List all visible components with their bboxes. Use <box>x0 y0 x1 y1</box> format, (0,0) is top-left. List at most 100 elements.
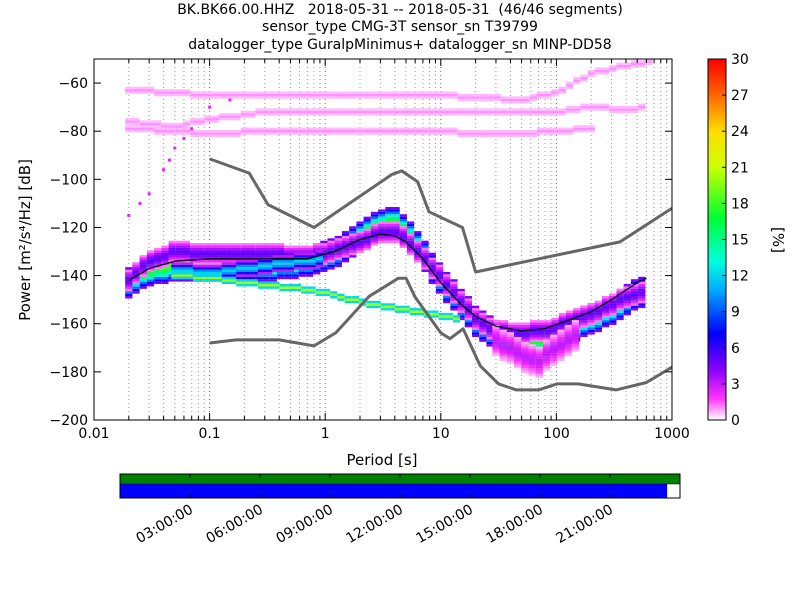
density-cell <box>529 322 538 325</box>
density-cell <box>609 317 617 321</box>
density-cell <box>313 110 321 114</box>
density-cell <box>265 286 273 289</box>
density-cell <box>521 341 529 345</box>
density-cell <box>262 91 270 94</box>
density-cell <box>255 243 263 246</box>
density-cell <box>279 259 287 263</box>
density-cell <box>370 96 379 99</box>
density-cell <box>493 129 501 133</box>
density-cell <box>327 96 335 99</box>
density-cell <box>294 267 302 270</box>
density-cell <box>544 108 552 111</box>
density-cell <box>272 259 280 263</box>
density-cell <box>221 264 229 268</box>
density-cell <box>414 127 422 130</box>
density-cell <box>197 117 205 121</box>
density-cell <box>551 320 559 323</box>
density-cell <box>327 132 335 135</box>
density-cell <box>471 317 480 321</box>
density-cell <box>356 113 364 116</box>
density-cell <box>602 322 610 325</box>
density-cell <box>320 93 328 97</box>
density-cell <box>125 291 133 294</box>
density-cell <box>200 276 208 280</box>
density-cell <box>392 221 400 224</box>
density-cell <box>529 336 538 340</box>
density-cell <box>219 252 227 256</box>
density-cell <box>542 368 551 371</box>
density-cell <box>327 252 335 256</box>
density-cell <box>542 356 551 359</box>
density-cell <box>499 336 507 340</box>
density-cell <box>125 281 133 285</box>
density-cell <box>594 320 603 323</box>
density-cell <box>211 96 220 99</box>
density-cell <box>132 291 140 294</box>
density-cell <box>233 247 241 251</box>
density-cell <box>363 110 371 114</box>
density-cell <box>421 267 429 270</box>
density-cell <box>428 257 436 260</box>
density-cell <box>257 259 266 263</box>
density-cell <box>406 231 415 234</box>
density-cell <box>435 276 444 280</box>
density-cell <box>557 349 565 352</box>
density-cell <box>471 134 480 138</box>
density-cell <box>298 247 306 251</box>
density-cell <box>250 262 258 265</box>
density-cell <box>479 93 487 97</box>
density-cell <box>521 361 529 364</box>
density-cell <box>161 279 169 282</box>
density-cell <box>200 264 208 268</box>
colorbar-tick-label: 12 <box>731 269 749 285</box>
density-cell <box>406 250 415 253</box>
density-cell <box>580 129 588 133</box>
density-cell <box>298 250 306 253</box>
density-cell <box>414 238 422 241</box>
density-cell <box>565 132 574 135</box>
density-cell <box>508 113 516 116</box>
density-cell <box>392 96 400 99</box>
density-cell <box>154 276 162 280</box>
density-cell <box>385 228 393 232</box>
density-cell <box>161 125 169 128</box>
density-cell <box>399 228 407 232</box>
density-cell <box>349 132 357 135</box>
density-cell <box>435 264 444 268</box>
density-cell <box>161 269 169 272</box>
density-cell <box>571 332 580 335</box>
density-cell <box>190 257 198 260</box>
density-cell <box>226 91 234 94</box>
density-cell <box>171 269 179 272</box>
density-cell <box>211 245 220 248</box>
density-cell <box>506 361 515 364</box>
density-cell <box>226 134 234 138</box>
density-cell <box>535 353 543 357</box>
density-cell <box>378 209 386 212</box>
density-cell <box>638 284 646 287</box>
density-cell <box>609 65 617 68</box>
density-cell <box>341 255 350 258</box>
density-cell <box>228 271 237 275</box>
colorbar-tick-label: 21 <box>731 160 749 176</box>
density-cell <box>146 257 155 260</box>
density-cell <box>565 105 574 109</box>
density-cell <box>392 228 400 232</box>
density-cell <box>630 288 639 292</box>
density-cell <box>542 351 551 354</box>
density-cell <box>349 255 357 258</box>
density-cell <box>602 315 610 318</box>
density-cell <box>219 115 227 118</box>
density-cell <box>211 120 220 123</box>
density-cell <box>587 72 595 75</box>
density-cell <box>500 324 509 328</box>
density-cell <box>544 327 552 330</box>
density-cell <box>602 305 610 309</box>
density-cell <box>602 303 610 306</box>
density-cell <box>616 108 624 111</box>
density-cell <box>146 120 155 123</box>
density-cell <box>334 259 342 263</box>
density-cell <box>197 129 205 133</box>
density-cell <box>609 293 617 297</box>
density-cell <box>378 221 386 224</box>
